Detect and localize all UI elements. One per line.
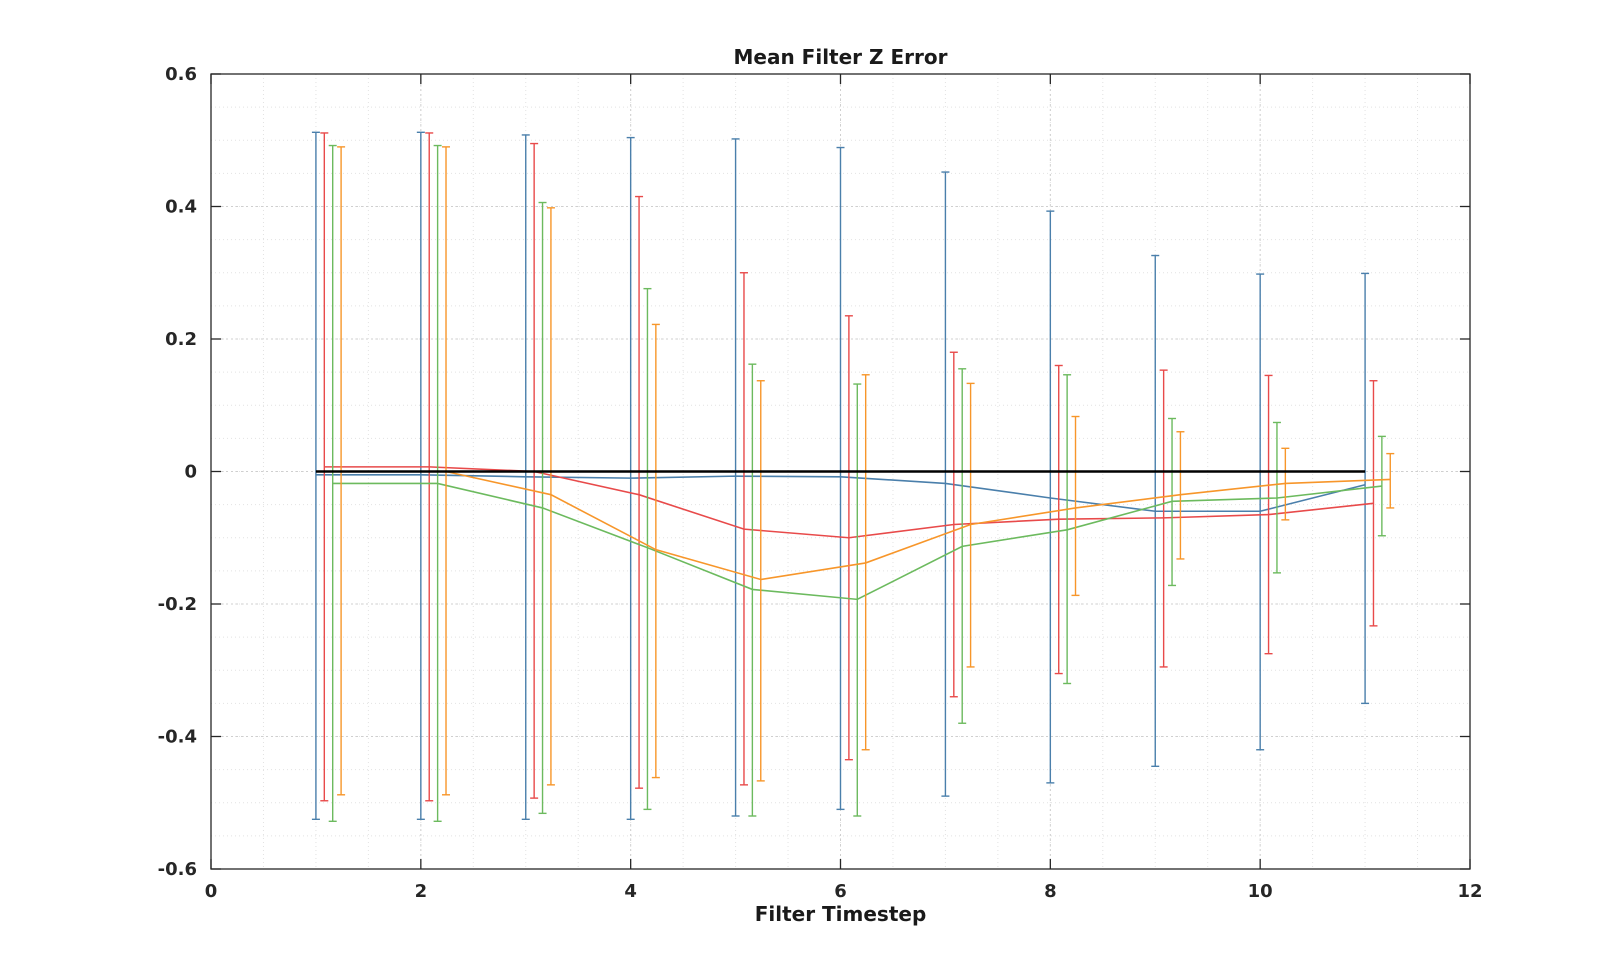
x-tick-labels: 0 2 4 6 8 10 12 xyxy=(205,881,1483,902)
series-2 xyxy=(320,132,1378,802)
x-tick-label: 0 xyxy=(205,881,218,902)
series-3 xyxy=(328,144,1386,822)
series-line xyxy=(324,466,1374,539)
y-tick-label: -0.4 xyxy=(158,727,197,748)
y-tick-label: -0.2 xyxy=(158,594,197,615)
x-axis-label: Filter Timestep xyxy=(755,902,927,926)
series-layer xyxy=(311,131,1395,822)
y-tick-label: 0.4 xyxy=(165,197,197,218)
series-4 xyxy=(337,146,1395,796)
x-tick-label: 2 xyxy=(415,881,428,902)
y-tick-label: -0.6 xyxy=(158,859,197,880)
x-tick-label: 6 xyxy=(834,881,847,902)
y-tick-label: 0 xyxy=(184,462,197,483)
series-line xyxy=(332,482,1382,601)
series-1 xyxy=(311,131,1370,821)
y-tick-labels: -0.6 -0.4 -0.2 0 0.2 0.4 0.6 xyxy=(158,64,197,880)
x-tick-label: 10 xyxy=(1248,881,1273,902)
series-line xyxy=(341,470,1391,581)
y-tick-label: 0.2 xyxy=(165,329,197,350)
x-tick-label: 8 xyxy=(1044,881,1057,902)
y-tick-label: 0.6 xyxy=(165,64,197,85)
x-tick-label: 12 xyxy=(1457,881,1482,902)
axis-ticks xyxy=(210,73,1471,870)
series-line xyxy=(315,474,1366,513)
x-tick-label: 4 xyxy=(624,881,637,902)
chart-title: Mean Filter Z Error xyxy=(734,45,948,69)
